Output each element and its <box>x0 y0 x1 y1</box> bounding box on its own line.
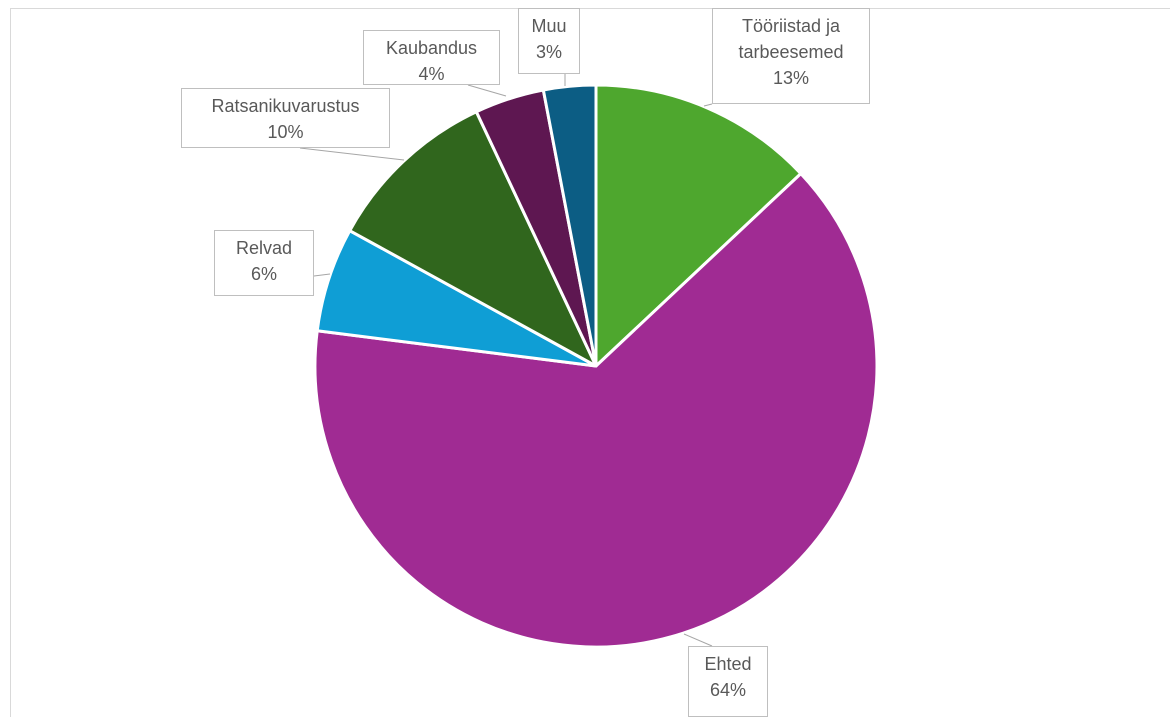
chart-border <box>10 8 1170 717</box>
data-label: Muu 3% <box>518 8 580 74</box>
label-value: 3% <box>535 42 562 62</box>
pie-slice <box>313 172 879 649</box>
leader-line <box>299 147 405 161</box>
leader-line <box>683 633 713 647</box>
data-label: Ratsanikuvarustus 10% <box>181 88 390 148</box>
label-category: Tööriistad ja tarbeesemed <box>738 16 844 62</box>
label-value: 10% <box>267 122 304 142</box>
pie-slice <box>348 110 598 368</box>
leader-line <box>467 84 507 97</box>
pie-slice <box>541 83 598 368</box>
leader-line <box>313 273 331 277</box>
label-value: 64% <box>709 680 747 700</box>
label-value: 13% <box>772 68 810 88</box>
pie-slice <box>594 83 803 368</box>
data-label: Tööriistad ja tarbeesemed 13% <box>712 8 870 104</box>
label-category: Ehted <box>704 654 752 674</box>
label-category: Kaubandus <box>385 38 478 58</box>
label-category: Muu <box>531 16 567 36</box>
label-value: 4% <box>418 64 445 84</box>
label-category: Relvad <box>235 238 293 258</box>
data-label: Kaubandus 4% <box>363 30 500 85</box>
data-label: Relvad 6% <box>214 230 314 296</box>
label-category: Ratsanikuvarustus <box>211 96 360 116</box>
label-value: 6% <box>250 264 277 284</box>
leader-line <box>703 103 713 107</box>
data-label: Ehted 64% <box>688 646 768 717</box>
